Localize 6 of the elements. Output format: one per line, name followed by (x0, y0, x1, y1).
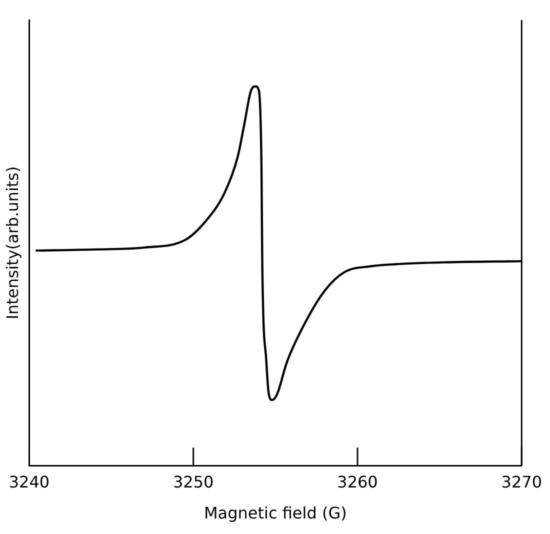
x-tick-label: 3250 (172, 472, 214, 492)
x-tick-label: 3240 (8, 472, 50, 492)
x-tick-label: 3270 (501, 472, 542, 492)
x-axis-title: Magnetic field (G) (204, 504, 347, 523)
y-axis-title: Intensity(arb.units) (2, 166, 22, 320)
x-tick-label: 3260 (337, 472, 378, 492)
